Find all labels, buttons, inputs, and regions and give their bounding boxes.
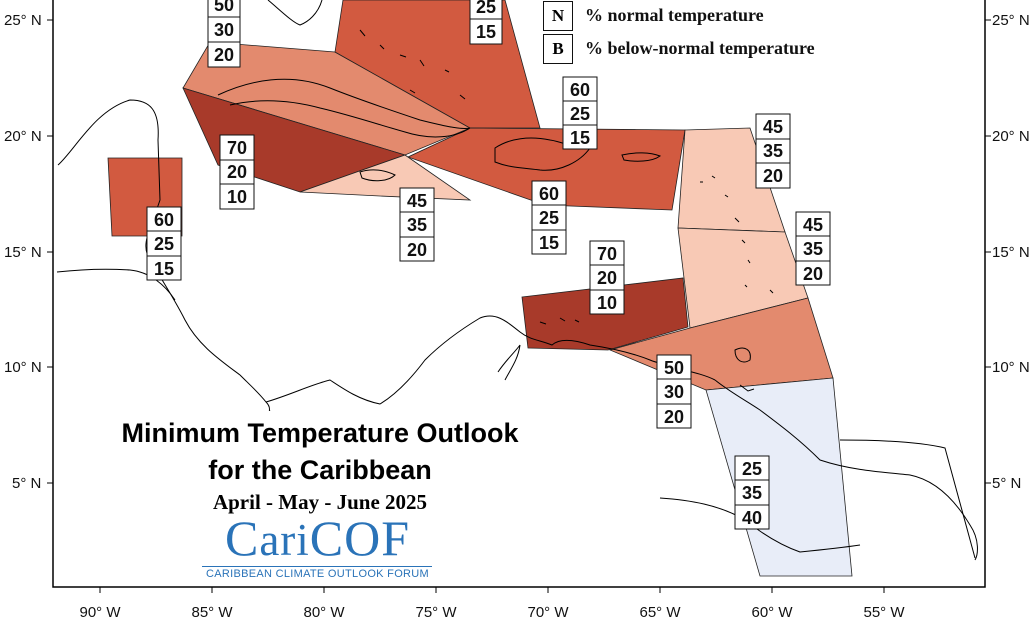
svg-text:45: 45 xyxy=(803,215,823,235)
svg-text:40: 40 xyxy=(742,508,762,528)
lat-label-5n: 5° N xyxy=(12,475,41,492)
prob-box-abc-islands: 70 20 10 xyxy=(589,240,625,315)
prob-box-bahamas-se: 25 15 xyxy=(469,0,503,45)
map-season: April - May - June 2025 xyxy=(212,490,428,514)
prob-box-trinidad: 50 30 20 xyxy=(656,354,692,429)
legend-key-n: N xyxy=(543,1,573,31)
map-title-line2: for the Caribbean xyxy=(208,455,432,485)
land-outlines xyxy=(56,0,978,561)
svg-text:70: 70 xyxy=(597,244,617,264)
svg-text:70: 70 xyxy=(227,138,247,158)
lon-label-85w: 85° W xyxy=(191,604,233,621)
lat-label-right-20n: 20° N xyxy=(992,128,1030,145)
prob-box-guianas: 25 35 40 xyxy=(734,455,770,530)
legend-label-below-normal: % below-normal temperature xyxy=(585,38,815,58)
lon-label-90w: 90° W xyxy=(79,604,121,621)
svg-text:35: 35 xyxy=(742,483,762,503)
svg-text:20: 20 xyxy=(214,45,234,65)
svg-text:15: 15 xyxy=(476,22,496,42)
svg-text:25: 25 xyxy=(570,104,590,124)
svg-text:30: 30 xyxy=(214,20,234,40)
lon-label-70w: 70° W xyxy=(527,604,569,621)
svg-text:15: 15 xyxy=(570,128,590,148)
lat-label-right-15n: 15° N xyxy=(992,244,1030,261)
latitude-labels-right: 25° N 20° N 15° N 10° N 5° N xyxy=(985,12,1030,492)
region-bahamas-north xyxy=(182,41,471,156)
svg-text:20: 20 xyxy=(803,264,823,284)
lat-label-right-25n: 25° N xyxy=(992,12,1030,29)
lat-label-25n: 25° N xyxy=(4,12,42,29)
svg-text:60: 60 xyxy=(539,184,559,204)
prob-box-cayman-west-cuba: 70 20 10 xyxy=(219,134,255,210)
svg-text:20: 20 xyxy=(597,268,617,288)
svg-text:20: 20 xyxy=(227,162,247,182)
svg-text:30: 30 xyxy=(664,382,684,402)
svg-text:25: 25 xyxy=(476,0,496,17)
map-title: Minimum Temperature Outlook xyxy=(121,418,519,448)
lat-label-20n: 20° N xyxy=(4,128,42,145)
svg-text:25: 25 xyxy=(154,234,174,254)
prob-box-jamaica: 45 35 20 xyxy=(399,187,435,262)
svg-text:60: 60 xyxy=(570,80,590,100)
latitude-labels-left: 25° N 20° N 15° N 10° N 5° N xyxy=(4,12,53,492)
lon-label-75w: 75° W xyxy=(415,604,457,621)
prob-box-hispaniola-north: 60 25 15 xyxy=(562,76,598,150)
svg-text:35: 35 xyxy=(407,215,427,235)
svg-text:45: 45 xyxy=(407,191,427,211)
logo-subtitle: CARIBBEAN CLIMATE OUTLOOK FORUM xyxy=(205,568,429,580)
svg-text:20: 20 xyxy=(407,240,427,260)
lon-label-80w: 80° W xyxy=(303,604,345,621)
svg-text:15: 15 xyxy=(539,233,559,253)
svg-text:45: 45 xyxy=(763,117,783,137)
logo-wordmark: CariCOF xyxy=(224,510,411,566)
prob-box-belize: 60 25 15 xyxy=(146,206,182,281)
lat-label-right-10n: 10° N xyxy=(992,359,1030,376)
svg-text:15: 15 xyxy=(154,259,174,279)
lat-label-15n: 15° N xyxy=(4,244,42,261)
lat-label-10n: 10° N xyxy=(4,359,42,376)
lon-label-65w: 65° W xyxy=(639,604,681,621)
svg-text:25: 25 xyxy=(539,208,559,228)
svg-text:50: 50 xyxy=(664,358,684,378)
logo-rule xyxy=(202,566,432,567)
prob-box-hispaniola-south: 60 25 15 xyxy=(531,180,567,255)
svg-text:20: 20 xyxy=(664,407,684,427)
svg-text:35: 35 xyxy=(803,239,823,259)
longitude-labels: 90° W 85° W 80° W 75° W 70° W 65° W 60° … xyxy=(79,587,905,621)
svg-text:50: 50 xyxy=(214,0,234,15)
legend-key-b: B xyxy=(543,34,573,64)
svg-text:25: 25 xyxy=(742,459,762,479)
lon-label-55w: 55° W xyxy=(863,604,905,621)
lon-label-60w: 60° W xyxy=(751,604,793,621)
caricof-logo: CariCOF CARIBBEAN CLIMATE OUTLOOK FORUM xyxy=(200,510,435,580)
prob-box-lesser-antilles-north: 45 35 20 xyxy=(755,113,791,189)
prob-box-windward: 45 35 20 xyxy=(795,211,831,286)
svg-text:10: 10 xyxy=(597,293,617,313)
svg-text:60: 60 xyxy=(154,210,174,230)
svg-text:10: 10 xyxy=(227,187,247,207)
svg-text:35: 35 xyxy=(763,141,783,161)
svg-text:20: 20 xyxy=(763,166,783,186)
region-hispaniola xyxy=(406,127,686,211)
prob-box-bahamas-north: 50 30 20 xyxy=(207,0,241,68)
legend-label-normal: % normal temperature xyxy=(585,5,764,25)
lat-label-right-5n: 5° N xyxy=(992,475,1021,492)
